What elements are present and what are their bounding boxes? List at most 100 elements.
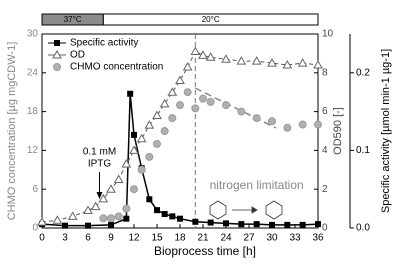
legend-label: OD — [70, 50, 85, 61]
data-point — [268, 117, 276, 126]
x-tick-label: 12 — [128, 233, 140, 244]
data-point — [269, 221, 275, 228]
data-point — [313, 60, 323, 69]
data-point — [251, 56, 262, 65]
y-tick-label: 24 — [27, 67, 39, 78]
y-tick-label: 12 — [27, 145, 39, 156]
x-tick-label: 0 — [39, 233, 45, 244]
y2-tick-label: 2 — [322, 184, 328, 195]
data-point — [299, 221, 306, 228]
y3-tick-label: 0.2 — [356, 67, 370, 78]
data-point — [123, 215, 130, 222]
phase-label: 37°C — [64, 15, 82, 24]
y2-tick-label: 10 — [322, 29, 334, 40]
data-point — [129, 145, 139, 154]
y-tick-label: 30 — [27, 29, 39, 40]
x-tick-label: 18 — [174, 233, 186, 244]
legend-marker — [53, 63, 61, 71]
y3-tick-label: 0.1 — [356, 145, 370, 156]
data-point — [108, 221, 114, 228]
annotation-arrowhead — [96, 192, 103, 199]
data-point — [99, 214, 108, 223]
data-point — [37, 217, 47, 226]
data-point — [106, 184, 116, 193]
data-point — [137, 165, 146, 174]
y-tick-label: 0 — [32, 223, 38, 234]
data-point — [161, 211, 168, 218]
x-tick-label: 21 — [197, 233, 209, 244]
phase-bar — [102, 13, 319, 26]
x-axis-title: Bioprocess time [h] — [154, 244, 256, 258]
series-line — [41, 93, 319, 227]
data-point — [85, 222, 91, 229]
data-point — [199, 94, 207, 103]
data-point — [205, 52, 216, 61]
phase-label: 20°C — [202, 15, 220, 24]
data-point — [237, 107, 246, 116]
data-point — [198, 50, 208, 59]
series-line — [41, 50, 319, 223]
data-point — [160, 127, 169, 135]
data-point — [282, 60, 293, 69]
x-tick-label: 9 — [108, 233, 114, 244]
legend-marker — [54, 40, 60, 46]
data-point — [130, 185, 138, 194]
data-point — [284, 221, 291, 228]
data-point — [146, 196, 153, 203]
data-point — [223, 220, 229, 227]
data-point — [131, 131, 137, 138]
data-point — [107, 214, 115, 223]
data-point — [191, 104, 200, 113]
data-point — [315, 221, 321, 228]
y3-axis-title: Specific activity [µmol min-1 µg-1] — [380, 49, 392, 213]
data-point — [83, 205, 93, 215]
data-point — [297, 58, 308, 67]
data-point — [113, 174, 124, 183]
data-point — [62, 222, 68, 229]
data-point — [168, 114, 177, 123]
data-point — [192, 218, 199, 225]
data-point — [159, 98, 170, 108]
x-tick-label: 33 — [289, 233, 301, 244]
data-point — [238, 221, 245, 228]
legend-label: Specific activity — [70, 38, 138, 49]
data-point — [267, 58, 277, 67]
y2-tick-label: 8 — [322, 67, 328, 78]
data-point — [136, 133, 147, 143]
y-tick-label: 6 — [32, 184, 38, 195]
x-tick-label: 27 — [243, 233, 255, 244]
data-point — [207, 219, 214, 226]
x-tick-label: 24 — [220, 233, 232, 244]
data-point — [298, 120, 307, 129]
y2-tick-label: 4 — [322, 145, 328, 156]
y2-tick-label: 0 — [322, 223, 328, 234]
data-point — [222, 101, 230, 110]
molecule-sketch — [209, 200, 283, 220]
trend-line — [194, 87, 277, 129]
data-point — [314, 120, 322, 129]
y2-axis-title: OD590 [-] — [332, 107, 344, 155]
data-point — [153, 139, 161, 148]
data-point — [114, 212, 123, 221]
y2-tick-label: 6 — [322, 106, 328, 117]
x-tick-label: 30 — [266, 233, 278, 244]
data-point — [52, 215, 63, 224]
data-point — [236, 56, 247, 65]
data-point — [221, 54, 231, 63]
data-point — [154, 207, 160, 214]
data-point — [167, 87, 178, 96]
data-point — [182, 61, 193, 71]
data-point — [169, 213, 176, 220]
data-point — [127, 90, 134, 97]
legend-marker — [52, 49, 62, 59]
data-point — [98, 193, 109, 203]
data-point — [90, 201, 101, 211]
data-point — [253, 221, 260, 228]
data-point — [176, 101, 184, 110]
data-point — [67, 211, 78, 220]
data-point — [283, 123, 292, 132]
x-tick-label: 3 — [62, 233, 68, 244]
data-point — [145, 152, 154, 161]
data-point — [152, 110, 162, 119]
